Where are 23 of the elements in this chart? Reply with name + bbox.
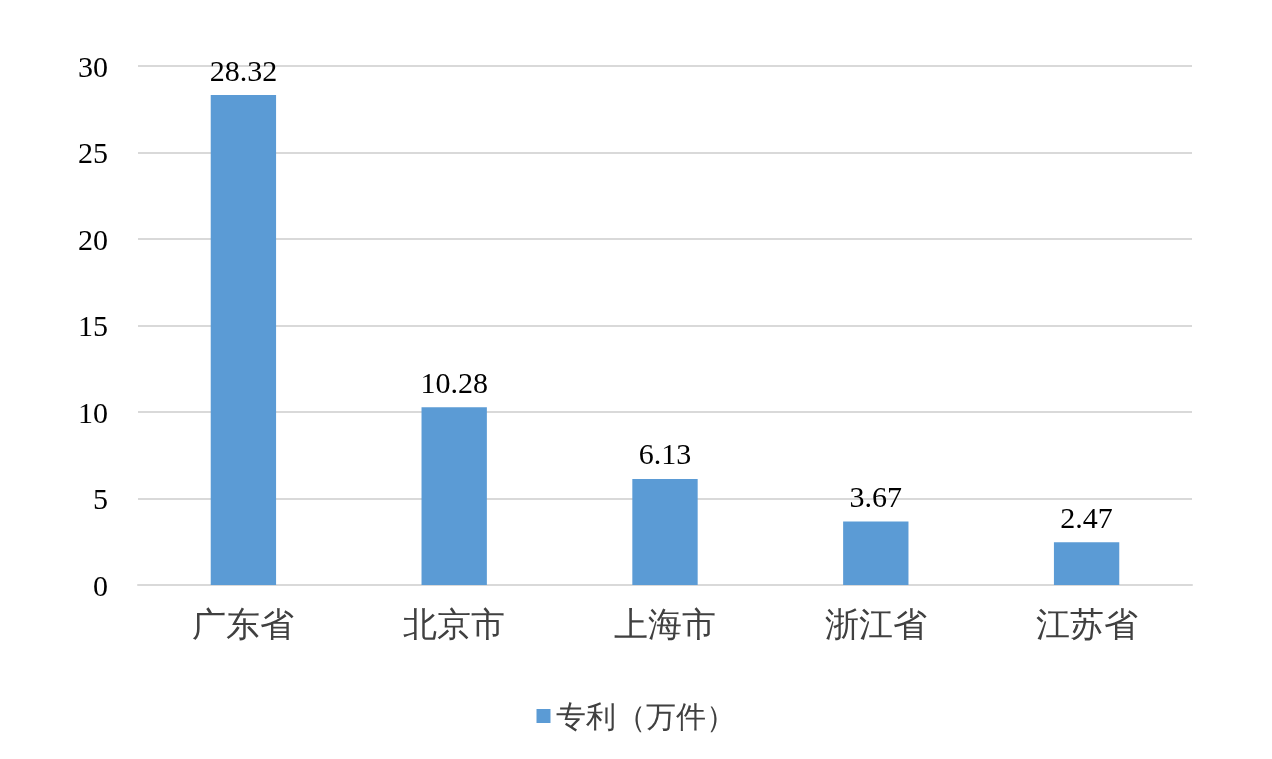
legend-label: 专利（万件） — [555, 698, 736, 734]
x-tick-label: 浙江省 — [824, 604, 927, 644]
x-tick-label: 北京市 — [403, 604, 506, 644]
bar — [421, 407, 487, 585]
y-tick-label: 25 — [78, 136, 108, 169]
bar — [632, 478, 698, 585]
data-label: 2.47 — [1060, 500, 1113, 534]
y-tick-label: 5 — [93, 482, 108, 515]
bar — [210, 95, 277, 585]
bar — [1053, 542, 1120, 585]
y-tick-label: 0 — [93, 568, 108, 602]
x-tick-label: 上海市 — [614, 604, 716, 644]
y-tick-label: 10 — [78, 395, 108, 429]
data-label: 6.13 — [638, 437, 692, 471]
data-label: 3.67 — [849, 480, 903, 514]
y-tick-label: 20 — [78, 222, 108, 256]
y-tick-label: 15 — [78, 309, 108, 342]
data-label: 28.32 — [209, 53, 278, 87]
bar — [843, 521, 909, 585]
x-tick-label: 江苏省 — [1035, 604, 1138, 644]
data-label: 10.28 — [420, 365, 488, 399]
y-tick-label: 30 — [78, 49, 108, 83]
x-tick-label: 广东省 — [192, 604, 295, 644]
